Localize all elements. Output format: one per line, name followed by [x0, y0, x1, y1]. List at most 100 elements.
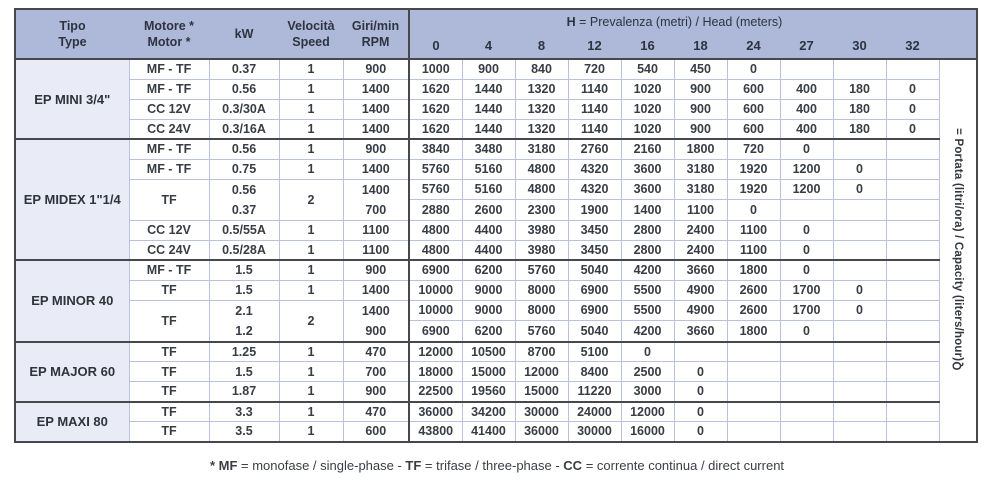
- q-cell: 4900: [673, 279, 728, 301]
- q-cell: 1900: [567, 199, 622, 221]
- motor-cell: CC 24V: [128, 118, 210, 140]
- q-cell: [832, 341, 887, 362]
- q-cell: 0: [832, 299, 887, 322]
- q-cell: [779, 361, 834, 382]
- speed-cell: 1: [278, 158, 344, 180]
- q-cell: 8400: [567, 361, 622, 382]
- q-cell: 6900: [408, 259, 463, 281]
- head-meters-8: 8: [515, 33, 568, 60]
- pump-table: Tipo Type Motore * Motor * kW Velocità Speed Gi…: [14, 8, 978, 443]
- rpm-cell: 900: [342, 138, 410, 160]
- kw-cell: 1.25: [208, 341, 280, 362]
- table-row: TF 2.1 1.2 2 1400 900 10000 9000 8000 6900 5500 490…: [15, 299, 977, 343]
- table-row: 2880 2600 2300 1900 1400 1100 0: [15, 199, 977, 221]
- head-meters-32: 32: [886, 33, 939, 60]
- q-cell: [832, 199, 887, 221]
- q-cell: 5760: [408, 158, 463, 180]
- table-row: TF 3.5 1 600 43800 41400 36000 30000 16000 0: [15, 421, 977, 443]
- footnote-segment: * MF: [209, 458, 238, 473]
- q-cell: 600: [726, 98, 781, 120]
- motor-cell: TF: [128, 401, 210, 422]
- motor-cell: TF: [128, 421, 210, 443]
- speed-cell: 1: [278, 421, 344, 443]
- table-row: MF - TF 0.56 1 1400 1620 1440 1320 1140 1020 900 6…: [15, 78, 977, 100]
- q-cell: 0: [832, 178, 887, 200]
- q-cell: 3600: [620, 178, 675, 200]
- q-cell: 900: [673, 98, 728, 120]
- header-head-title-symbol: H: [566, 14, 576, 29]
- speed-cell: 1: [278, 381, 344, 403]
- header-head-title-text: = Prevalenza (metri) / Head (meters): [575, 14, 783, 29]
- kw-cell: 2.1 1.2: [208, 299, 280, 343]
- head-meters-12: 12: [568, 33, 621, 60]
- q-cell: 4400: [461, 239, 516, 261]
- q-cell: [726, 421, 781, 443]
- q-cell: 4800: [514, 158, 569, 180]
- q-cell: [885, 299, 940, 322]
- q-cell: 30000: [567, 421, 622, 443]
- q-cell: 0: [673, 421, 728, 443]
- q-cell: [885, 259, 940, 281]
- rpm-cell: 900: [342, 259, 410, 281]
- q-cell: 0: [832, 158, 887, 180]
- q-cell: 0: [885, 98, 940, 120]
- q-cell: 1020: [620, 98, 675, 120]
- q-cell: [726, 401, 781, 422]
- q-cell: 5500: [620, 299, 675, 322]
- header-row-heads: 0 4 8 12 16 18 24 27 30 32: [15, 33, 977, 60]
- q-cell: 3600: [620, 158, 675, 180]
- q-cell: 400: [779, 118, 834, 140]
- q-cell: 1920: [726, 178, 781, 200]
- motor-cell: CC 12V: [128, 98, 210, 120]
- q-cell: 1620: [408, 98, 463, 120]
- kw-cell: 3.3: [208, 401, 280, 422]
- q-cell: [885, 158, 940, 180]
- head-meters-30: 30: [833, 33, 886, 60]
- head-meters-24: 24: [727, 33, 780, 60]
- q-cell: 19560: [461, 381, 516, 403]
- q-cell: 2400: [673, 219, 728, 241]
- q-cell: 900: [673, 118, 728, 140]
- q-cell: 1100: [726, 239, 781, 261]
- q-cell: 9000: [461, 279, 516, 301]
- header-motor: Motore * Motor *: [129, 9, 209, 60]
- q-cell: 2600: [461, 199, 516, 221]
- q-cell: 1140: [567, 78, 622, 100]
- q-cell: [832, 138, 887, 160]
- q-cell: 2880: [408, 199, 463, 221]
- q-cell: 4400: [461, 219, 516, 241]
- q-cell: [832, 239, 887, 261]
- header-head-title: H = Prevalenza (metri) / Head (meters): [408, 9, 939, 33]
- rpm-value: 1400: [361, 182, 390, 197]
- table-row: TF 1.87 1 900 22500 19560 15000 11220 3000 0: [15, 381, 977, 403]
- q-cell: 0: [832, 279, 887, 301]
- rpm-cell: 470: [342, 341, 410, 362]
- q-cell: 1440: [461, 98, 516, 120]
- q-cell: 1400: [620, 199, 675, 221]
- q-cell: [779, 58, 834, 80]
- footnote-segment: TF: [405, 458, 422, 473]
- q-cell: 3180: [514, 138, 569, 160]
- q-cell: 3840: [408, 138, 463, 160]
- q-cell: [885, 219, 940, 241]
- q-cell: 36000: [514, 421, 569, 443]
- q-cell: 3660: [673, 259, 728, 281]
- q-cell: 2800: [620, 239, 675, 261]
- q-cell: 600: [726, 78, 781, 100]
- rpm-cell: 600: [342, 421, 410, 443]
- q-cell: 2760: [567, 138, 622, 160]
- q-cell: 450: [673, 58, 728, 80]
- q-cell: 8000: [514, 279, 569, 301]
- q-cell: 0: [779, 219, 834, 241]
- q-cell: 0: [779, 138, 834, 160]
- q-cell: 3660: [673, 320, 728, 343]
- q-cell: 0: [726, 199, 781, 221]
- q-cell: 4200: [620, 259, 675, 281]
- q-cell: [885, 421, 940, 443]
- q-cell: [832, 219, 887, 241]
- rpm-cell: 900: [342, 381, 410, 403]
- q-cell: 1700: [779, 299, 834, 322]
- q-cell: 1020: [620, 78, 675, 100]
- q-cell: 1700: [779, 279, 834, 301]
- q-cell: 0: [885, 78, 940, 100]
